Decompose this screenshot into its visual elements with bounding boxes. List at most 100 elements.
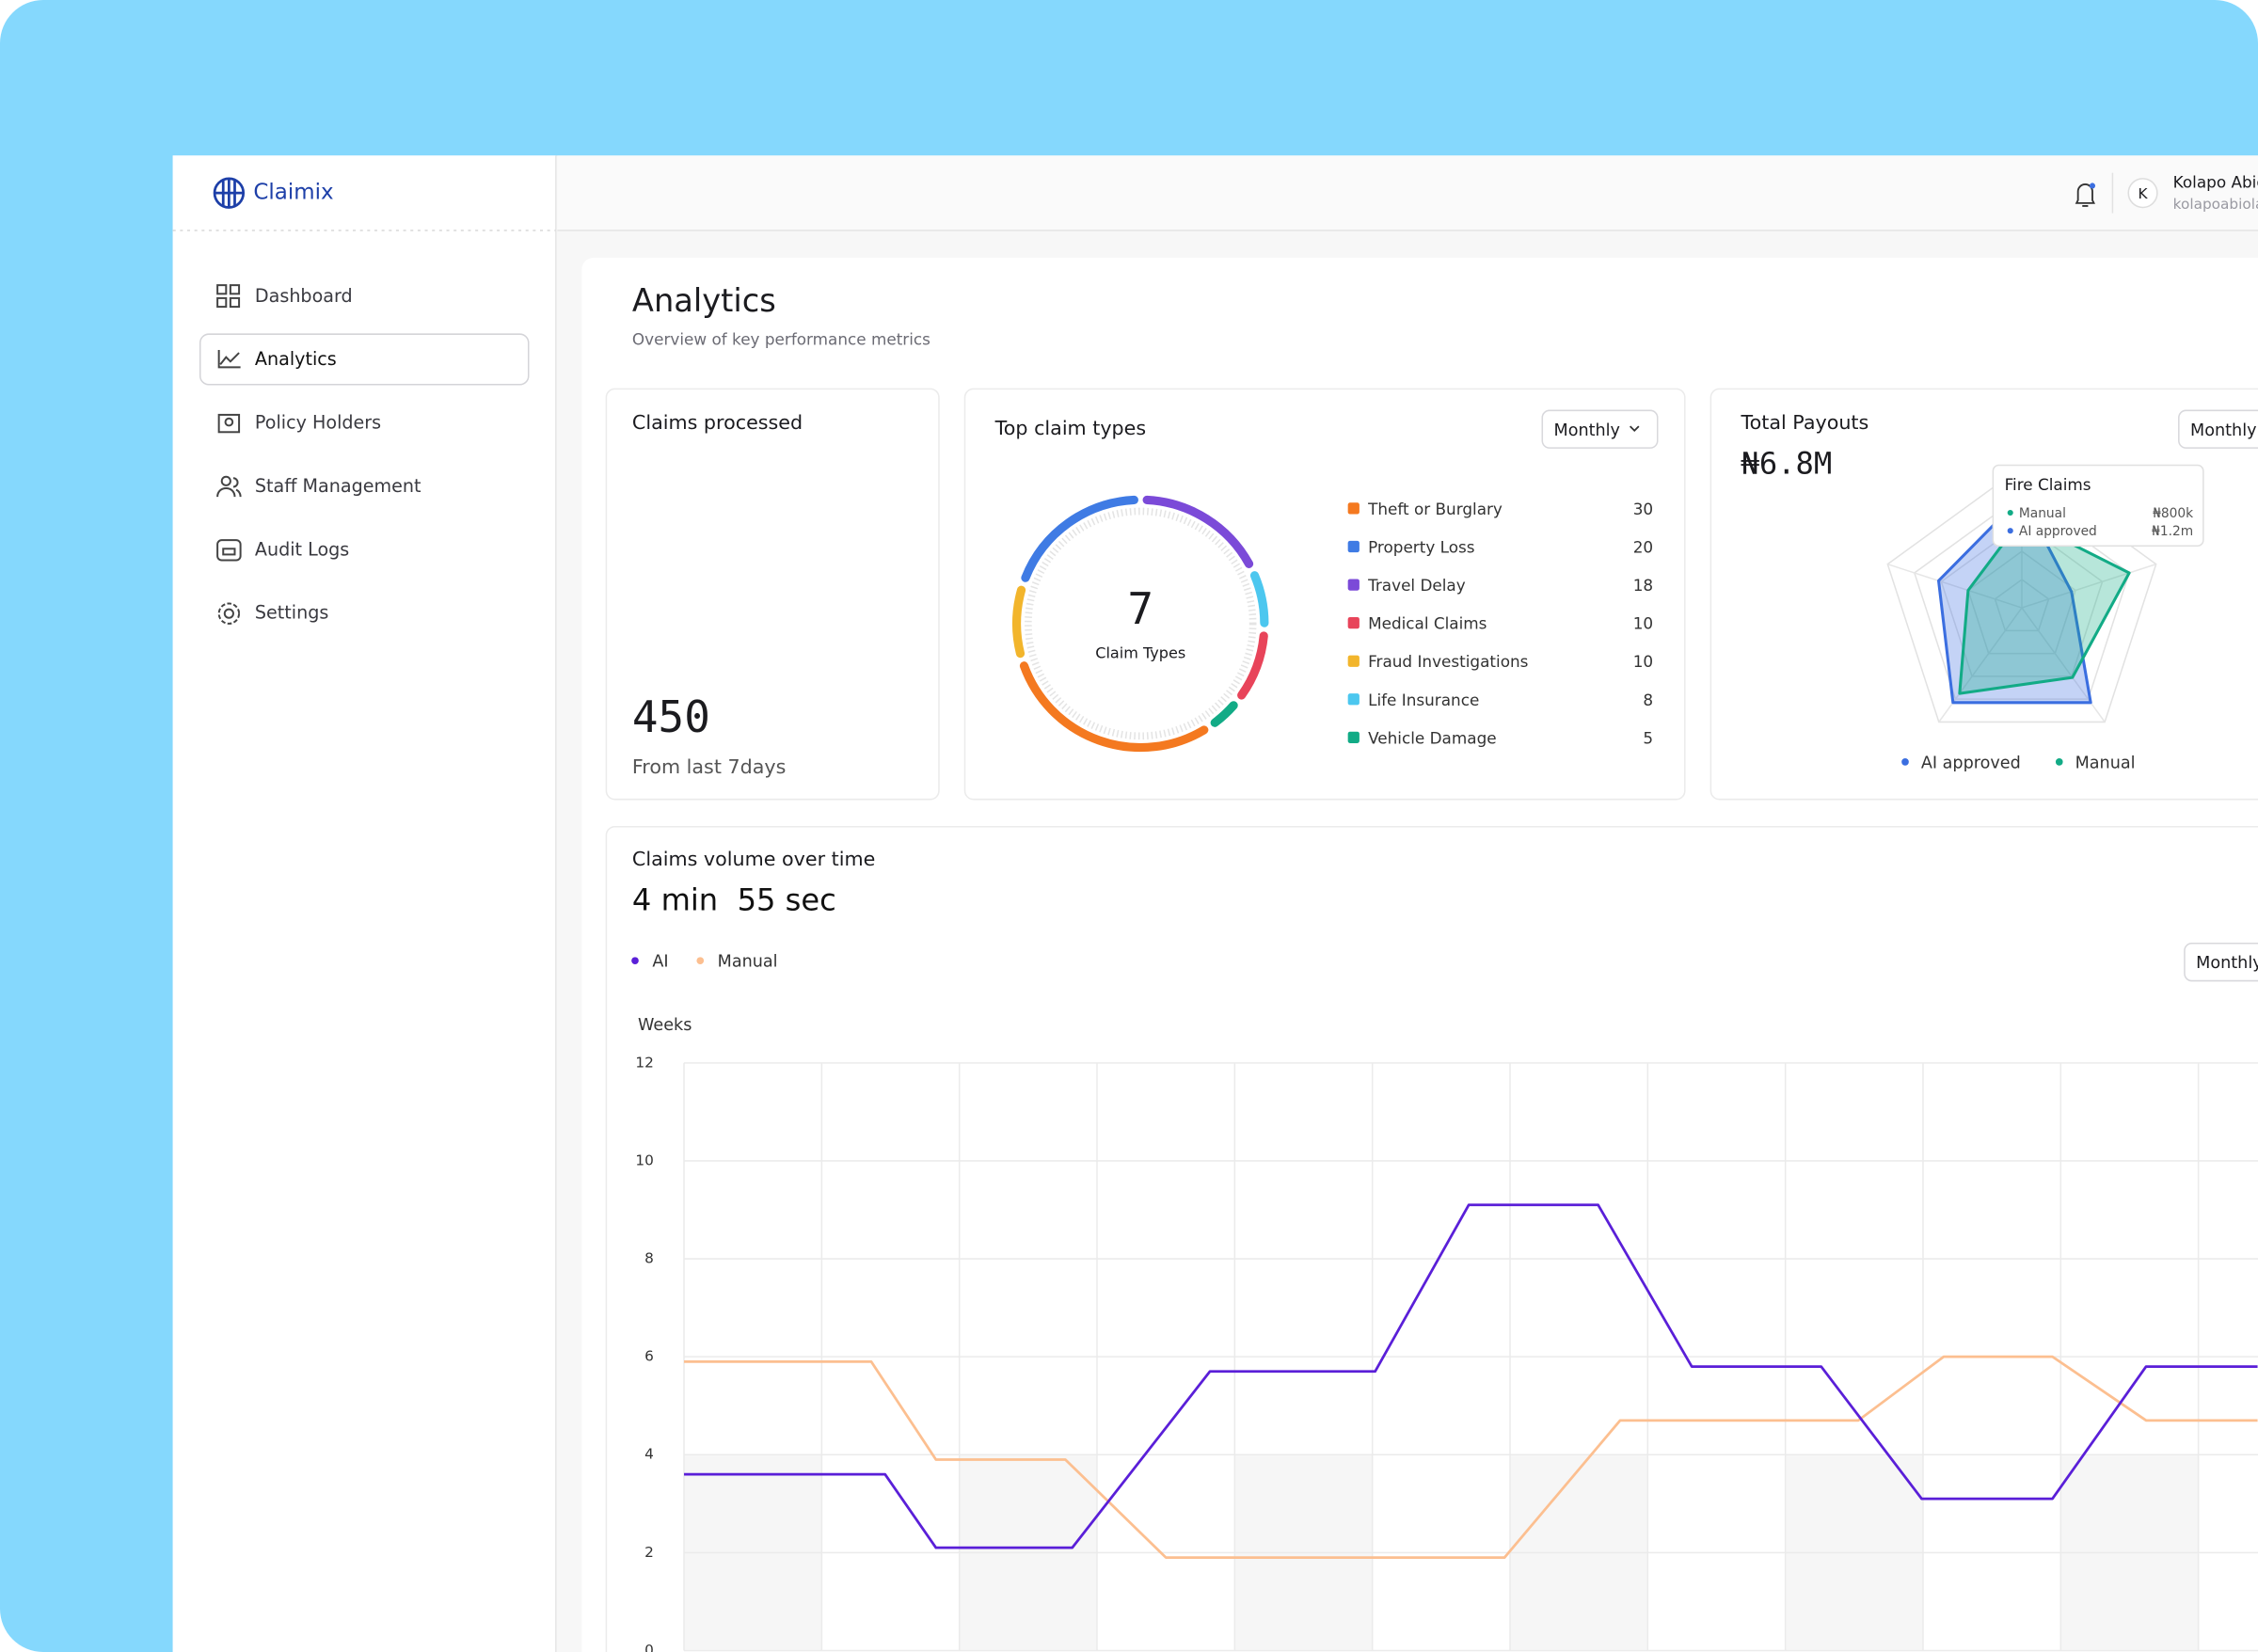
legend-label: Medical Claims: [1368, 614, 1487, 633]
legend-value: 20: [1633, 538, 1653, 557]
legend-value: 5: [1643, 728, 1653, 747]
plot: [683, 1062, 2258, 1652]
legend-label: Fraud Investigations: [1368, 652, 1528, 671]
tooltip-dot: [2007, 509, 2013, 516]
avatar-initial: K: [2139, 185, 2149, 202]
dropdown[interactable]: [1541, 409, 1659, 449]
donut-segment: [1142, 495, 1254, 568]
legend-label: Manual: [718, 953, 778, 972]
donut-segment: [1249, 571, 1269, 627]
donut-center-value: 7: [1127, 583, 1153, 634]
logo: [213, 177, 246, 209]
nav-item: Policy Holders: [255, 412, 381, 434]
dropdown-label: Monthly: [1554, 421, 1620, 440]
y-tick-label: 2: [644, 1544, 654, 1561]
tooltip-value: ₦1.2m: [2152, 524, 2193, 539]
legend-value: 30: [1633, 500, 1653, 518]
stat: 4 min 55 sec: [632, 882, 836, 917]
radar-spoke: [2021, 563, 2156, 609]
line-series: [684, 1203, 2258, 1549]
radar-ring: [1940, 522, 2104, 677]
y-tick-label: 12: [635, 1054, 653, 1071]
radar-spoke: [1887, 563, 2023, 609]
donut-segment: [1019, 661, 1209, 753]
card-title: Total Payouts: [1741, 411, 1869, 434]
active-nav: [199, 333, 530, 386]
nav-icons: [216, 284, 242, 625]
badge: [2089, 183, 2096, 189]
card: [605, 826, 2258, 1652]
chevron: [1630, 425, 1640, 433]
legend-label: Vehicle Damage: [1368, 728, 1497, 747]
total-value: ₦6.8M: [1741, 445, 1833, 481]
nav-item: Staff Management: [255, 475, 421, 497]
brand: Claimix: [253, 181, 333, 205]
legend-label: AI: [652, 953, 668, 972]
legend-dot: [2055, 758, 2063, 766]
radar-area: [1937, 495, 2092, 705]
legend-label: Manual: [2075, 754, 2136, 772]
page-title: Analytics: [632, 282, 776, 319]
dropdown[interactable]: [2178, 409, 2258, 449]
avatar[interactable]: [2127, 178, 2158, 209]
legend-value: 8: [1643, 691, 1653, 709]
legend-swatch: [1347, 655, 1360, 667]
bell[interactable]: [2075, 183, 2095, 207]
legend-value: 10: [1633, 652, 1653, 671]
legend-label: Life Insurance: [1368, 691, 1479, 709]
donut-segment: [1237, 631, 1268, 700]
card-note: From last 7days: [632, 755, 786, 778]
nav-item: Analytics: [255, 348, 337, 370]
tooltip-title: Fire Claims: [2005, 475, 2091, 494]
legend-dot: [1901, 758, 1909, 766]
legend-swatch: [1347, 540, 1360, 553]
dropdown[interactable]: [2184, 943, 2258, 982]
legend-swatch: [1347, 579, 1360, 591]
donut-segment: [1012, 585, 1026, 659]
legend-swatch: [1347, 617, 1360, 629]
card-title: Top claim types: [994, 417, 1146, 439]
card-title: Claims processed: [632, 411, 803, 434]
radar-ring: [1994, 579, 2050, 632]
card: [963, 388, 1686, 801]
donut-segment: [1021, 495, 1138, 582]
tooltip-label: AI approved: [2019, 524, 2097, 539]
radar-ring: [1913, 494, 2131, 700]
donut-center-label: Claim Types: [1095, 644, 1185, 662]
tooltip-value: ₦800k: [2153, 506, 2193, 521]
top-bar: [557, 155, 2258, 230]
card-title: Claims volume over time: [632, 848, 875, 870]
donut-segment: [1210, 701, 1238, 727]
user-email: kolapoabiola: [2173, 196, 2258, 213]
legend-value: 18: [1633, 576, 1653, 595]
nav-item: Settings: [255, 602, 328, 624]
y-tick-label: 10: [635, 1152, 653, 1168]
y-tick-label: 0: [644, 1642, 654, 1652]
dropdown-label: Monthly: [2196, 954, 2258, 973]
y-tick-label: 4: [644, 1446, 654, 1463]
legend-label: Travel Delay: [1367, 576, 1466, 595]
tooltip: [1992, 464, 2204, 547]
legend-swatch: [1347, 731, 1360, 743]
legend-dot: [631, 957, 639, 964]
donut-track: [1025, 507, 1257, 740]
tooltip-dot: [2007, 528, 2013, 534]
nav-item: Audit Logs: [255, 538, 349, 560]
sidebar: [172, 155, 556, 1652]
legend-value: 10: [1633, 614, 1653, 633]
legend-swatch: [1347, 502, 1360, 515]
radar-ring: [1886, 466, 2157, 723]
big-number: 450: [632, 691, 710, 742]
axis-label: Weeks: [638, 1016, 692, 1035]
legend-label: Theft or Burglary: [1367, 500, 1503, 518]
line-series: [684, 1355, 2258, 1559]
y-tick-label: 8: [644, 1250, 654, 1267]
legend-label: Property Loss: [1368, 538, 1474, 557]
tooltip-label: Manual: [2019, 506, 2066, 521]
y-tick-label: 6: [644, 1348, 654, 1365]
legend-dot: [696, 957, 705, 964]
nav-item: Dashboard: [255, 285, 353, 307]
page-subtitle: Overview of key performance metrics: [632, 329, 930, 348]
dropdown-label: Monthly: [2190, 421, 2256, 440]
